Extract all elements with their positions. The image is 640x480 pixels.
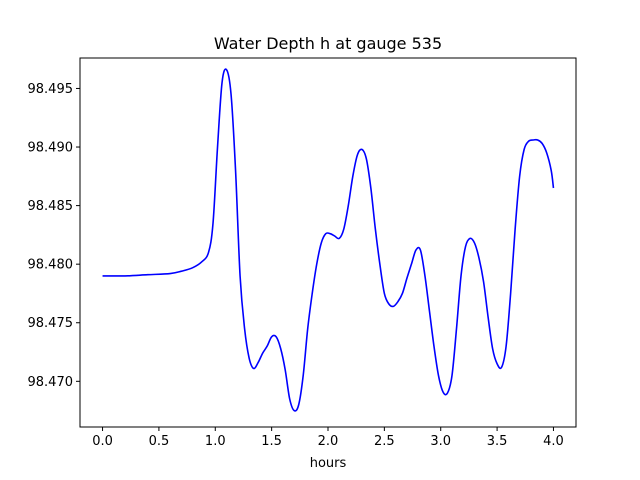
x-tick-label: 4.0 <box>543 434 564 449</box>
series-line-0 <box>102 68 555 412</box>
plot-area <box>102 68 555 412</box>
y-tick-label: 98.490 <box>28 141 74 156</box>
x-tick-label: 0.0 <box>92 434 113 449</box>
x-tick-label: 2.0 <box>318 434 339 449</box>
x-tick-label: 3.5 <box>487 434 508 449</box>
x-tick-label: 3.0 <box>430 434 451 449</box>
y-tick-label: 98.470 <box>28 375 74 390</box>
x-axis-label: hours <box>310 456 347 471</box>
x-tick-label: 1.5 <box>261 434 282 449</box>
chart-title: Water Depth h at gauge 535 <box>214 34 442 53</box>
y-tick-label: 98.480 <box>28 258 74 273</box>
y-axis: 98.470 98.475 98.480 98.485 98.490 98.495 <box>28 82 80 390</box>
y-tick-label: 98.485 <box>28 199 74 214</box>
y-tick-label: 98.475 <box>28 316 74 331</box>
y-tick-label: 98.495 <box>28 82 74 97</box>
x-tick-label: 0.5 <box>149 434 170 449</box>
x-tick-label: 1.0 <box>205 434 226 449</box>
x-tick-label: 2.5 <box>374 434 395 449</box>
x-axis: 0.0 0.5 1.0 1.5 2.0 2.5 3.0 3.5 4.0 <box>92 427 564 449</box>
